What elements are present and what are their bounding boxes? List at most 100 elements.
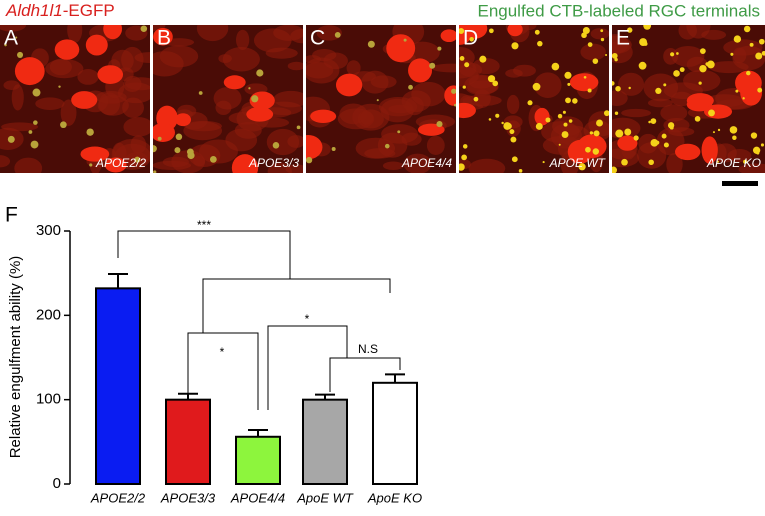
terminal — [7, 135, 15, 143]
tissue — [359, 111, 374, 125]
tissue — [266, 128, 300, 156]
terminal — [495, 113, 500, 118]
panel-letter: C — [310, 27, 325, 50]
panel-letter: F — [5, 204, 18, 227]
tissue — [285, 164, 303, 173]
terminal — [60, 121, 67, 129]
tissue — [732, 45, 765, 71]
terminal — [699, 64, 707, 73]
terminal — [648, 159, 654, 166]
terminal — [488, 118, 492, 121]
tissue — [590, 28, 609, 40]
tissue — [683, 69, 721, 92]
tissue — [153, 25, 166, 31]
tissue — [738, 163, 765, 173]
terminal — [140, 25, 148, 33]
tissue — [473, 89, 491, 108]
cell — [97, 65, 124, 84]
image-panel: C APOE4/4 — [306, 25, 456, 173]
terminal — [743, 159, 748, 164]
x-tick-label: APOE4/4 — [230, 490, 285, 505]
tissue — [123, 117, 150, 137]
terminal — [175, 133, 183, 141]
terminal — [187, 151, 195, 160]
tissue — [643, 73, 679, 102]
terminal — [650, 118, 657, 124]
terminal — [670, 52, 675, 57]
terminal — [209, 156, 217, 163]
terminal — [755, 52, 763, 60]
header-italic: Aldh1l1 — [5, 1, 63, 20]
tissue — [121, 46, 144, 73]
image-panel: B APOE3/3 — [153, 25, 303, 173]
terminal — [535, 122, 543, 130]
terminal — [436, 121, 443, 128]
bar — [165, 398, 211, 485]
terminal — [462, 144, 468, 149]
tissue — [660, 104, 688, 122]
cell — [507, 25, 523, 37]
tissue — [580, 43, 606, 61]
image-panel: E APOE KO — [612, 25, 765, 173]
terminal — [592, 58, 599, 64]
terminal — [760, 143, 765, 147]
y-tick-label: 0 — [53, 475, 61, 492]
terminal — [28, 130, 33, 134]
cell — [85, 34, 108, 56]
terminal — [542, 161, 545, 164]
tissue — [426, 135, 445, 156]
terminal — [86, 128, 94, 136]
tissue — [403, 153, 432, 173]
terminal — [614, 111, 619, 115]
terminal — [33, 120, 38, 125]
tissue — [273, 90, 303, 108]
cell — [703, 104, 733, 119]
header-plain: -EGFP — [63, 1, 115, 20]
terminal — [661, 133, 667, 139]
tissue — [612, 35, 632, 55]
terminal — [663, 83, 667, 87]
terminal — [596, 119, 603, 127]
terminal — [705, 62, 710, 66]
tissue — [621, 108, 651, 118]
terminal — [532, 82, 541, 91]
terminal — [464, 62, 470, 68]
terminal — [612, 166, 617, 173]
cell — [14, 57, 45, 86]
terminal — [4, 43, 7, 47]
significance-label: N.S — [358, 342, 378, 356]
tissue — [196, 25, 229, 42]
terminal — [437, 46, 442, 51]
tissue — [287, 61, 303, 71]
terminal — [568, 119, 573, 123]
terminal — [558, 143, 561, 146]
bracket — [329, 357, 401, 392]
cell — [617, 135, 638, 151]
tissue — [431, 63, 456, 73]
cell — [54, 39, 80, 60]
terminal — [743, 25, 751, 33]
terminal — [565, 97, 571, 104]
tissue — [468, 158, 506, 173]
bracket — [187, 332, 259, 410]
terminal — [628, 86, 631, 90]
terminal — [732, 135, 737, 140]
terminal — [545, 117, 551, 123]
terminal — [334, 31, 341, 38]
cell — [440, 29, 456, 43]
cell — [71, 91, 98, 109]
terminal — [134, 156, 141, 163]
terminal — [198, 91, 203, 95]
terminal — [429, 62, 436, 69]
image-panel: A APOE2/2 — [0, 25, 150, 173]
bar — [95, 287, 141, 486]
terminal — [638, 61, 647, 70]
terminal — [717, 128, 721, 132]
terminal — [706, 60, 715, 69]
cell — [408, 58, 433, 83]
terminal — [585, 146, 591, 153]
terminal — [708, 109, 715, 117]
x-tick-label: APOE3/3 — [160, 490, 216, 505]
terminal — [572, 98, 578, 104]
tissue — [647, 98, 673, 108]
